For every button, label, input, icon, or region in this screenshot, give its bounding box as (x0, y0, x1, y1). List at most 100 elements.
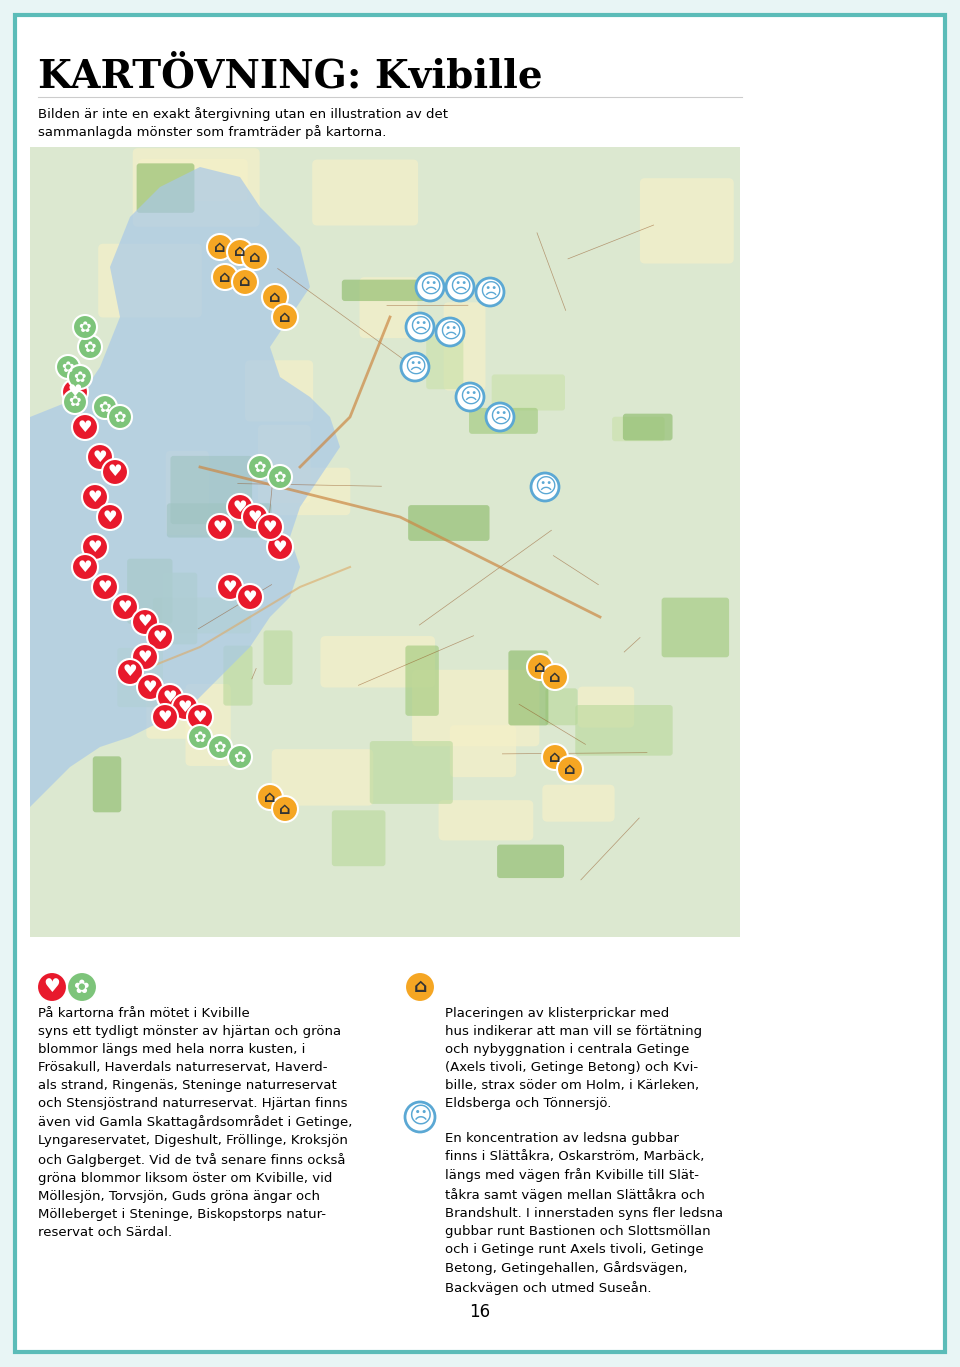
FancyBboxPatch shape (166, 451, 209, 536)
Circle shape (157, 684, 183, 709)
Text: ♥: ♥ (93, 450, 108, 465)
FancyBboxPatch shape (312, 160, 419, 226)
Text: En koncentration av ledsna gubbar
finns i Slättåkra, Oskarström, Marbäck,
längs : En koncentration av ledsna gubbar finns … (445, 1132, 723, 1295)
Polygon shape (30, 167, 340, 936)
Text: ♥: ♥ (153, 629, 167, 644)
Circle shape (476, 278, 504, 306)
Circle shape (227, 493, 253, 519)
Text: ♥: ♥ (248, 510, 262, 525)
Text: ♥: ♥ (103, 510, 117, 525)
FancyBboxPatch shape (370, 741, 453, 804)
Circle shape (242, 504, 268, 530)
Text: ♥: ♥ (87, 540, 103, 555)
FancyBboxPatch shape (136, 163, 195, 213)
Circle shape (56, 355, 80, 379)
Circle shape (446, 273, 474, 301)
FancyBboxPatch shape (127, 559, 173, 623)
FancyBboxPatch shape (93, 756, 121, 812)
Circle shape (272, 796, 298, 822)
Text: ⌂: ⌂ (214, 239, 226, 254)
FancyBboxPatch shape (469, 407, 538, 433)
Circle shape (152, 704, 178, 730)
Circle shape (93, 395, 117, 420)
FancyBboxPatch shape (412, 670, 540, 746)
FancyBboxPatch shape (497, 845, 564, 878)
Text: ♥: ♥ (178, 700, 192, 715)
FancyBboxPatch shape (264, 630, 293, 685)
FancyBboxPatch shape (509, 651, 548, 726)
Text: 16: 16 (469, 1303, 491, 1321)
Circle shape (436, 319, 464, 346)
Circle shape (227, 239, 253, 265)
FancyBboxPatch shape (450, 725, 516, 778)
Text: ♥: ♥ (143, 679, 157, 694)
Text: ⌂: ⌂ (219, 269, 230, 284)
Circle shape (405, 1102, 435, 1132)
Circle shape (208, 735, 232, 759)
Text: ♥: ♥ (123, 664, 137, 679)
FancyBboxPatch shape (578, 686, 635, 727)
Text: ☹: ☹ (419, 278, 442, 297)
FancyBboxPatch shape (661, 597, 729, 658)
Text: ✿: ✿ (253, 459, 266, 474)
Circle shape (147, 623, 173, 649)
Circle shape (542, 744, 568, 770)
Circle shape (257, 785, 283, 811)
Circle shape (137, 674, 163, 700)
Text: ♥: ♥ (78, 420, 92, 435)
FancyBboxPatch shape (117, 648, 163, 707)
Text: ☹: ☹ (459, 387, 481, 407)
FancyBboxPatch shape (272, 749, 373, 805)
Text: ♥: ♥ (232, 499, 248, 514)
Text: ♥: ♥ (98, 580, 112, 595)
FancyBboxPatch shape (342, 280, 437, 301)
Circle shape (112, 595, 138, 621)
Circle shape (242, 243, 268, 271)
Text: ♥: ♥ (118, 600, 132, 615)
Circle shape (267, 534, 293, 560)
Circle shape (108, 405, 132, 429)
Circle shape (97, 504, 123, 530)
Circle shape (405, 972, 435, 1002)
Circle shape (257, 514, 283, 540)
Circle shape (232, 269, 258, 295)
Circle shape (92, 574, 118, 600)
Circle shape (406, 313, 434, 340)
Text: KARTÖVNING: Kvibille: KARTÖVNING: Kvibille (38, 57, 542, 94)
FancyBboxPatch shape (146, 689, 190, 738)
Text: ✿: ✿ (74, 977, 90, 997)
Text: ✿: ✿ (61, 360, 74, 375)
Text: ♥: ♥ (137, 649, 153, 664)
Text: ♥: ♥ (78, 559, 92, 574)
Circle shape (456, 383, 484, 411)
Circle shape (262, 284, 288, 310)
FancyBboxPatch shape (439, 800, 533, 841)
Circle shape (486, 403, 514, 431)
Circle shape (228, 745, 252, 770)
Text: ✿: ✿ (113, 410, 127, 425)
Circle shape (132, 644, 158, 670)
Circle shape (268, 465, 292, 489)
Text: ✿: ✿ (74, 369, 86, 384)
FancyBboxPatch shape (171, 455, 252, 524)
Text: ♥: ♥ (213, 519, 228, 534)
FancyBboxPatch shape (185, 684, 230, 766)
Circle shape (237, 584, 263, 610)
Text: ✿: ✿ (79, 320, 91, 335)
Circle shape (416, 273, 444, 301)
Text: ✿: ✿ (69, 395, 82, 410)
Text: ⌂: ⌂ (269, 290, 281, 305)
Text: ⌂: ⌂ (534, 659, 546, 674)
Circle shape (73, 314, 97, 339)
Text: ♥: ♥ (162, 689, 178, 704)
Circle shape (82, 534, 108, 560)
Text: ⌂: ⌂ (234, 245, 246, 260)
Text: ☹: ☹ (479, 282, 501, 302)
Circle shape (67, 972, 97, 1002)
Text: ⌂: ⌂ (549, 749, 561, 764)
FancyBboxPatch shape (167, 503, 272, 537)
Text: ♥: ♥ (68, 384, 83, 399)
Circle shape (62, 379, 88, 405)
Circle shape (557, 756, 583, 782)
Circle shape (527, 653, 553, 679)
